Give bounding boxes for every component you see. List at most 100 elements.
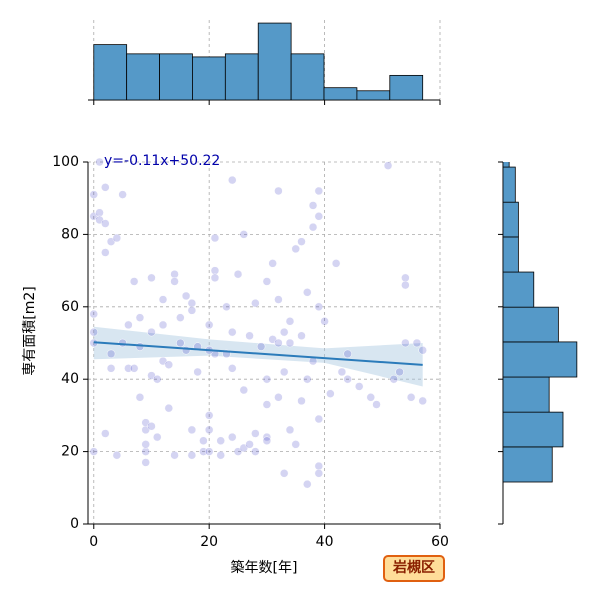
point xyxy=(101,429,110,438)
y-tick-label: 40 xyxy=(61,371,79,387)
point xyxy=(297,331,306,341)
point xyxy=(141,458,150,467)
point xyxy=(210,266,220,275)
point xyxy=(406,393,416,402)
y-tick-label: 20 xyxy=(61,444,79,460)
right-hist-bar xyxy=(502,376,550,413)
point xyxy=(187,425,197,435)
point xyxy=(158,320,168,330)
right-hist-bar xyxy=(502,306,559,343)
point xyxy=(124,364,133,373)
point xyxy=(314,461,324,471)
point xyxy=(245,331,254,341)
point xyxy=(89,327,99,337)
point xyxy=(372,400,381,409)
point xyxy=(164,403,174,413)
point xyxy=(216,450,225,460)
point xyxy=(331,259,341,268)
top-hist-bar xyxy=(224,53,259,101)
point xyxy=(383,161,393,170)
point xyxy=(204,411,214,420)
point xyxy=(297,237,306,246)
point xyxy=(89,309,99,319)
badge: 岩槻区 xyxy=(392,559,435,576)
x-tick-label: 0 xyxy=(89,534,98,550)
point xyxy=(135,342,145,351)
point xyxy=(141,440,150,449)
point xyxy=(210,273,220,283)
point xyxy=(176,338,185,348)
point xyxy=(239,385,249,395)
point xyxy=(147,273,156,283)
point xyxy=(176,313,185,322)
point xyxy=(285,317,295,326)
point xyxy=(118,190,127,199)
point xyxy=(101,248,110,257)
point xyxy=(285,425,295,435)
point xyxy=(245,440,254,449)
point xyxy=(129,364,139,373)
point xyxy=(285,338,295,348)
point xyxy=(106,349,116,359)
x-tick-label: 60 xyxy=(431,534,449,550)
point xyxy=(135,313,145,322)
point xyxy=(95,157,104,167)
y-axis-label: 専有面積[m2] xyxy=(22,286,38,375)
point xyxy=(303,479,312,489)
point xyxy=(95,208,104,217)
point xyxy=(320,317,329,326)
point xyxy=(297,396,306,406)
point xyxy=(274,338,283,348)
point xyxy=(308,222,318,232)
point xyxy=(106,364,116,373)
point xyxy=(389,374,399,384)
point xyxy=(124,320,133,330)
top-hist-bar xyxy=(159,53,193,101)
point xyxy=(251,298,260,308)
point xyxy=(222,302,231,312)
point xyxy=(354,382,364,391)
point xyxy=(418,396,427,406)
point xyxy=(274,295,283,304)
right-hist-bar xyxy=(502,411,564,448)
point xyxy=(89,190,99,199)
top-hist-bar xyxy=(126,53,160,101)
point xyxy=(268,259,277,268)
point xyxy=(279,367,289,377)
regression-line xyxy=(93,341,423,366)
right-hist-bar xyxy=(502,162,510,168)
badge-box xyxy=(383,555,445,582)
point xyxy=(216,436,225,445)
point xyxy=(303,288,312,297)
point xyxy=(251,429,260,438)
y-tick-label: 0 xyxy=(70,516,79,532)
plot-layer: 0 20 40 60 0 20 40 60 80 100 xyxy=(52,20,578,550)
top-hist-bar xyxy=(356,90,391,101)
point xyxy=(228,327,237,337)
point xyxy=(228,364,237,373)
point xyxy=(343,349,352,359)
point xyxy=(256,342,266,351)
right-hist-bar xyxy=(502,446,553,483)
x-axis-label: 築年数[年] xyxy=(231,560,298,576)
point xyxy=(262,400,272,409)
point xyxy=(303,374,312,384)
point xyxy=(314,469,324,478)
point xyxy=(204,425,214,435)
point xyxy=(279,469,289,478)
point xyxy=(262,277,272,286)
point xyxy=(418,345,427,355)
point xyxy=(291,244,300,254)
point xyxy=(101,183,110,192)
point xyxy=(112,233,122,243)
point xyxy=(152,374,162,384)
point xyxy=(326,389,335,398)
point xyxy=(89,447,99,456)
right-hist-bar xyxy=(502,236,519,273)
point xyxy=(262,374,272,384)
annotation: y=-0.11x+50.22 xyxy=(104,153,220,169)
point xyxy=(181,291,191,301)
point xyxy=(262,432,272,442)
point xyxy=(147,327,156,337)
